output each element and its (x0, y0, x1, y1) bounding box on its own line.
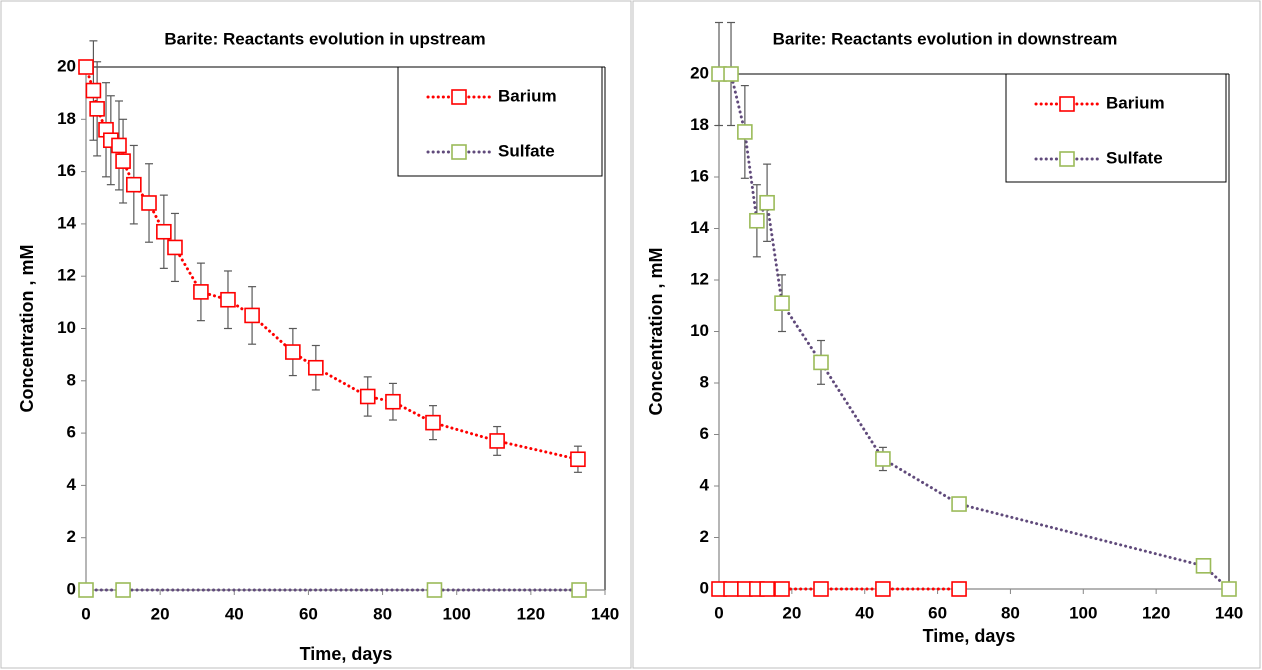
marker (111, 137, 127, 154)
marker (89, 101, 105, 117)
legend-label: Barium (498, 86, 557, 105)
x-tick-label: 80 (1001, 603, 1020, 622)
legend-marker (451, 144, 467, 160)
marker (285, 344, 301, 360)
chart-title: Barite: Reactants evolution in upstream (164, 29, 485, 48)
marker (78, 59, 94, 75)
y-tick-label: 16 (57, 161, 76, 180)
marker (193, 284, 209, 300)
marker (156, 223, 172, 240)
marker (774, 581, 790, 597)
y-tick-label: 18 (690, 115, 709, 134)
y-tick-label: 2 (67, 527, 76, 546)
legend-box (397, 66, 603, 177)
marker (570, 451, 586, 468)
x-tick-label: 120 (517, 604, 545, 623)
marker (759, 194, 775, 211)
y-tick-label: 8 (67, 370, 76, 389)
x-tick-label: 60 (299, 604, 318, 623)
x-tick-label: 120 (1142, 603, 1170, 622)
y-tick-label: 0 (700, 578, 709, 597)
marker (951, 581, 967, 597)
legend-label: Sulfate (1106, 148, 1163, 167)
x-tick-label: 40 (225, 604, 244, 623)
legend: Barium Sulfate (397, 66, 603, 177)
y-axis-title: Concentration , mM (17, 244, 37, 412)
y-tick-label: 4 (67, 475, 77, 494)
chart-title: Barite: Reactants evolution in downstrea… (773, 29, 1118, 48)
marker (167, 239, 183, 256)
marker (737, 124, 753, 140)
marker (359, 388, 376, 405)
marker (813, 581, 829, 597)
y-tick-label: 6 (700, 424, 709, 443)
marker (813, 354, 829, 371)
x-tick-label: 40 (855, 603, 874, 622)
x-axis-title: Time, days (923, 626, 1016, 646)
legend-marker (1059, 151, 1075, 167)
marker (1195, 558, 1212, 574)
marker (951, 496, 967, 512)
marker (749, 212, 765, 229)
marker (78, 582, 94, 598)
x-tick-label: 0 (714, 603, 723, 622)
marker (571, 582, 587, 598)
y-tick-label: 4 (700, 475, 710, 494)
x-tick-label: 140 (1215, 603, 1243, 622)
marker (875, 581, 891, 597)
y-tick-label: 0 (67, 579, 76, 598)
marker (308, 359, 324, 376)
marker (489, 433, 505, 449)
y-tick-label: 20 (690, 63, 709, 82)
y-tick-label: 6 (67, 423, 76, 442)
series-line (717, 72, 1231, 591)
y-tick-label: 12 (57, 266, 76, 285)
marker (85, 82, 102, 99)
chart: Barite: Reactants evolution in upstream 0… (17, 29, 619, 663)
marker (774, 295, 790, 311)
marker (126, 176, 142, 193)
y-tick-label: 16 (690, 166, 709, 185)
marker (426, 582, 443, 598)
marker (759, 581, 775, 597)
chart: Barite: Reactants evolution in downstrea… (646, 21, 1243, 646)
x-tick-label: 0 (81, 604, 90, 623)
legend-marker (1059, 96, 1075, 112)
marker (425, 414, 441, 431)
y-tick-label: 14 (57, 213, 76, 232)
marker (1221, 581, 1237, 597)
x-tick-label: 60 (928, 603, 947, 622)
y-tick-label: 14 (690, 218, 709, 237)
marker (141, 195, 157, 211)
x-axis-title: Time, days (300, 644, 393, 664)
x-tick-label: 80 (373, 604, 392, 623)
marker (244, 307, 260, 324)
marker (723, 581, 739, 597)
x-tick-label: 20 (151, 604, 170, 623)
marker (723, 66, 739, 82)
marker (385, 393, 401, 410)
x-tick-label: 100 (443, 604, 471, 623)
legend: Barium Sulfate (1005, 73, 1227, 183)
legend-box (1005, 73, 1227, 183)
y-tick-label: 10 (57, 318, 76, 337)
y-tick-label: 20 (57, 56, 76, 75)
marker (115, 153, 131, 169)
x-tick-label: 20 (782, 603, 801, 622)
legend-label: Sulfate (498, 141, 555, 160)
marker (115, 582, 131, 598)
x-tick-label: 100 (1069, 603, 1097, 622)
marker (220, 291, 236, 308)
y-tick-label: 18 (57, 109, 76, 128)
legend-label: Barium (1106, 93, 1165, 112)
legend-marker (451, 89, 467, 105)
y-tick-label: 12 (690, 269, 709, 288)
marker (875, 451, 891, 467)
y-axis-title: Concentration , mM (646, 247, 666, 415)
y-tick-label: 10 (690, 321, 709, 340)
y-tick-label: 2 (700, 527, 709, 546)
y-tick-label: 8 (700, 372, 709, 391)
x-tick-label: 140 (591, 604, 619, 623)
